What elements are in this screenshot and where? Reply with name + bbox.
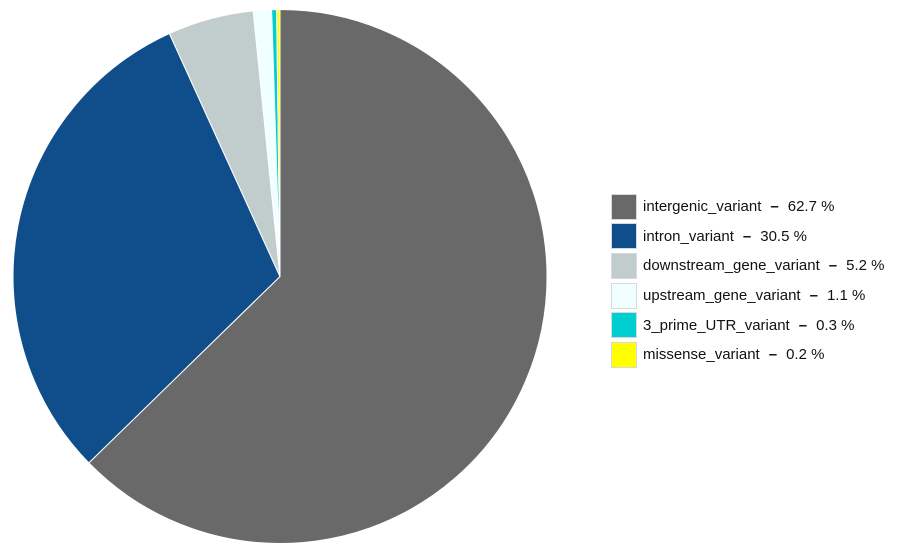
legend-item: downstream_gene_variant –5.2 % bbox=[611, 251, 922, 281]
pie-slice-intron-variant bbox=[12, 32, 281, 464]
legend-label: downstream_gene_variant –5.2 % bbox=[643, 258, 884, 273]
legend-item: upstream_gene_variant –1.1 % bbox=[611, 281, 922, 311]
legend-value: 5.2 % bbox=[846, 257, 885, 275]
legend-item: intergenic_variant –62.7 % bbox=[611, 192, 922, 222]
legend-item: 3_prime_UTR_variant –0.3 % bbox=[611, 310, 922, 340]
legend-series-name: downstream_gene_variant bbox=[643, 257, 820, 275]
legend-separator: – bbox=[742, 227, 752, 245]
legend-swatch bbox=[611, 282, 637, 309]
legend-series-name: intergenic_variant bbox=[643, 198, 762, 216]
legend-label: upstream_gene_variant –1.1 % bbox=[643, 288, 865, 303]
pie-slice-intergenic-variant bbox=[88, 8, 548, 544]
legend-series-name: upstream_gene_variant bbox=[643, 287, 801, 305]
legend-separator: – bbox=[828, 257, 838, 275]
legend-item: missense_variant –0.2 % bbox=[611, 340, 922, 370]
legend-value: 1.1 % bbox=[826, 287, 866, 305]
legend-label: 3_prime_UTR_variant –0.3 % bbox=[643, 318, 854, 333]
legend-label: intron_variant –30.5 % bbox=[643, 229, 807, 244]
chart-legend: intergenic_variant –62.7 % intron_variant –… bbox=[611, 192, 922, 370]
legend-separator: – bbox=[798, 316, 808, 334]
legend-swatch bbox=[611, 341, 637, 368]
pie-chart-svg bbox=[12, 8, 548, 544]
legend-series-name: missense_variant bbox=[643, 346, 760, 364]
legend-swatch bbox=[611, 252, 637, 279]
legend-value: 30.5 % bbox=[760, 227, 807, 245]
pie-chart bbox=[12, 8, 548, 544]
legend-series-name: 3_prime_UTR_variant bbox=[643, 316, 790, 334]
legend-separator: – bbox=[770, 198, 779, 216]
legend-separator: – bbox=[809, 287, 818, 305]
legend-value: 62.7 % bbox=[787, 198, 835, 216]
legend-value: 0.2 % bbox=[786, 346, 825, 364]
legend-label: intergenic_variant –62.7 % bbox=[643, 199, 834, 214]
legend-swatch bbox=[611, 193, 637, 220]
legend-item: intron_variant –30.5 % bbox=[611, 222, 922, 252]
pie-slice-missense-variant bbox=[276, 8, 281, 277]
legend-separator: – bbox=[768, 346, 778, 364]
legend-swatch bbox=[611, 312, 637, 339]
legend-series-name: intron_variant bbox=[643, 227, 734, 245]
legend-label: missense_variant –0.2 % bbox=[643, 347, 824, 362]
legend-swatch bbox=[611, 223, 637, 250]
legend-value: 0.3 % bbox=[816, 316, 855, 334]
